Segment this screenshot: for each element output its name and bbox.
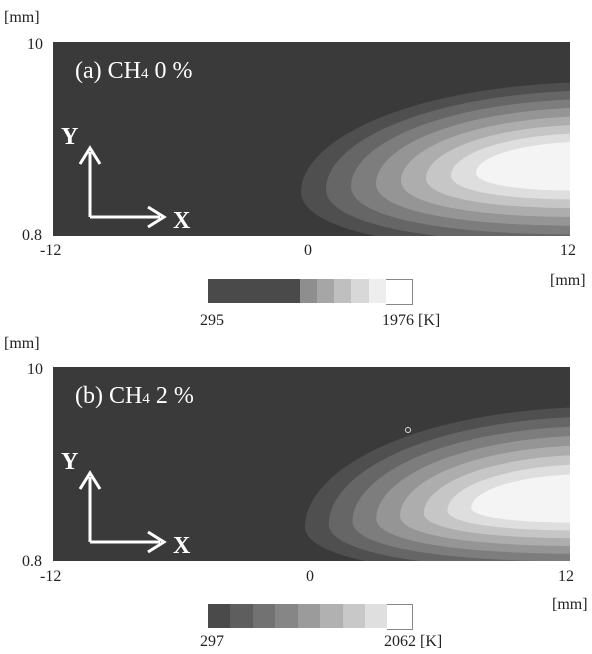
axis-arrows-icon-b xyxy=(78,470,167,554)
y-axis-symbol-a: Y xyxy=(61,124,79,150)
x-min-label-a: -12 xyxy=(40,242,62,259)
colorbar-min-a: 295 xyxy=(200,312,224,329)
panel-title-b: (b) CH4 2 % xyxy=(75,383,194,409)
axis-arrows-icon-a xyxy=(78,145,167,229)
x-axis-symbol-b: X xyxy=(173,533,191,559)
flame-contours-a xyxy=(301,82,570,236)
y-unit-label-b: [mm] xyxy=(4,335,40,352)
y-min-label-b: 0.8 xyxy=(22,553,42,570)
y-max-label-a: 10 xyxy=(27,36,43,53)
x-mid-label-b: 0 xyxy=(306,568,314,585)
y-unit-label-a: [mm] xyxy=(4,9,40,26)
colorbar-a xyxy=(208,279,413,305)
colorbar-max-a: 1976 [K] xyxy=(382,312,441,329)
temperature-map-a: (a) CH4 0 % Y X xyxy=(53,42,570,236)
x-max-label-b: 12 xyxy=(558,568,574,585)
colorbar-b xyxy=(208,604,414,630)
x-min-label-b: -12 xyxy=(40,568,62,585)
colorbar-max-b: 2062 [K] xyxy=(384,633,443,650)
x-mid-label-a: 0 xyxy=(304,242,312,259)
y-max-label-b: 10 xyxy=(27,361,43,378)
temperature-map-b: (b) CH4 2 % Y X xyxy=(53,367,570,561)
x-unit-label-b: [mm] xyxy=(552,596,588,613)
x-unit-label-a: [mm] xyxy=(550,272,586,289)
contour-band xyxy=(476,142,570,191)
x-axis-symbol-a: X xyxy=(173,208,191,234)
x-max-label-a: 12 xyxy=(560,242,576,259)
y-min-label-a: 0.8 xyxy=(22,227,42,244)
contour-band xyxy=(471,474,570,523)
spot-marker xyxy=(405,427,411,433)
flame-contours-b xyxy=(305,407,570,561)
y-axis-symbol-b: Y xyxy=(61,449,79,475)
colorbar-min-b: 297 xyxy=(200,633,224,650)
panel-title-a: (a) CH4 0 % xyxy=(75,58,193,84)
